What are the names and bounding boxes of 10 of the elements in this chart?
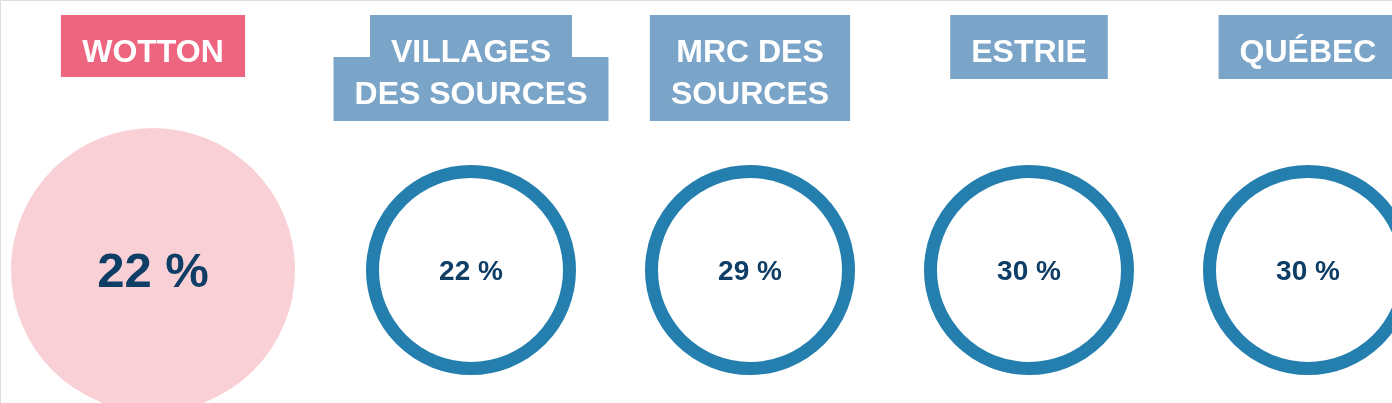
category-label: QUÉBEC	[1239, 33, 1377, 69]
category-label: VILLAGES DES SOURCES	[354, 33, 588, 111]
data-label: 22 %	[97, 243, 209, 297]
category-label: ESTRIE	[971, 33, 1087, 69]
data-label: 30 %	[1276, 255, 1341, 286]
data-label: 29 %	[718, 255, 783, 286]
data-label: 22 %	[439, 255, 504, 286]
data-label: 30 %	[997, 255, 1062, 286]
category-label: MRC DES SOURCES	[670, 33, 830, 111]
category-label: WOTTON	[82, 33, 224, 69]
